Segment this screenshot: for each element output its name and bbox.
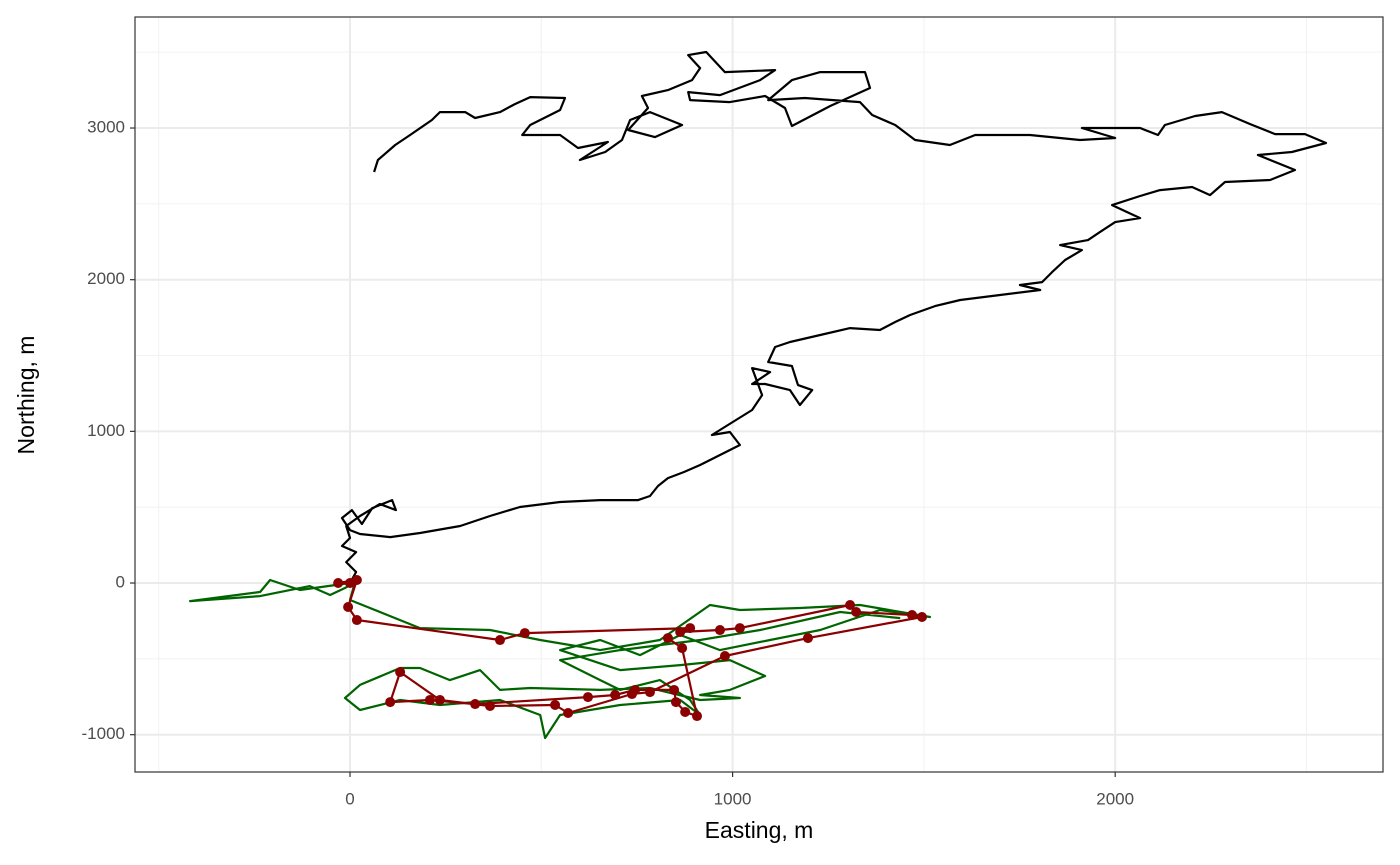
point bbox=[550, 699, 561, 710]
point bbox=[677, 643, 688, 654]
point bbox=[669, 684, 680, 695]
point bbox=[845, 600, 856, 611]
y-tick-label: 0 bbox=[116, 573, 125, 592]
point bbox=[719, 650, 730, 661]
point bbox=[333, 578, 344, 589]
grid bbox=[135, 17, 1383, 772]
point bbox=[563, 708, 574, 719]
y-axis-title: Northing, m bbox=[13, 336, 39, 455]
point bbox=[714, 625, 725, 636]
y-tick-label: 2000 bbox=[87, 269, 125, 288]
y-tick-label: -1000 bbox=[82, 724, 125, 743]
series-line bbox=[340, 50, 1328, 584]
point bbox=[519, 628, 530, 639]
point bbox=[692, 711, 703, 722]
point bbox=[851, 606, 862, 617]
x-axis-title: Easting, m bbox=[705, 817, 814, 843]
point bbox=[351, 574, 362, 585]
y-tick-label: 1000 bbox=[87, 421, 125, 440]
point bbox=[395, 667, 406, 678]
point bbox=[385, 697, 396, 708]
point bbox=[610, 689, 621, 700]
point bbox=[494, 635, 505, 646]
point bbox=[685, 623, 696, 634]
x-tick-label: 0 bbox=[345, 789, 354, 808]
point bbox=[434, 694, 445, 705]
point bbox=[644, 687, 655, 698]
point bbox=[351, 615, 362, 626]
point bbox=[680, 706, 691, 717]
point bbox=[675, 627, 686, 638]
panel-border bbox=[134, 16, 1384, 773]
point bbox=[424, 694, 435, 705]
point bbox=[734, 623, 745, 634]
point bbox=[670, 697, 681, 708]
point bbox=[470, 699, 481, 710]
point bbox=[582, 692, 593, 703]
point bbox=[802, 633, 813, 644]
x-tick-label: 1000 bbox=[714, 789, 752, 808]
x-tick-label: 2000 bbox=[1096, 789, 1134, 808]
point bbox=[343, 601, 354, 612]
point bbox=[916, 611, 927, 622]
point bbox=[907, 610, 918, 621]
point bbox=[630, 684, 641, 695]
point bbox=[662, 633, 673, 644]
axes: 0 1000 2000 -1000 0 1000 2000 3000 bbox=[82, 118, 1135, 809]
marks bbox=[189, 50, 1328, 740]
y-tick-label: 3000 bbox=[87, 118, 125, 137]
point bbox=[485, 701, 496, 712]
